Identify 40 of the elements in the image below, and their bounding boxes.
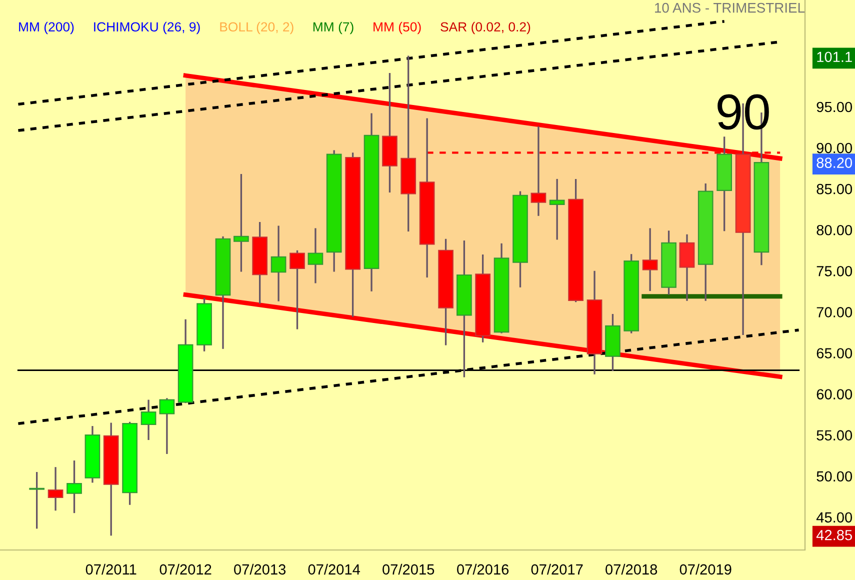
y-tick-label: 50.00	[816, 471, 852, 482]
y-tick-label: 65.00	[816, 348, 852, 358]
y-tick-label: 95.00	[816, 102, 852, 112]
x-tick-label: 07/2014	[308, 564, 360, 575]
y-tick-label: 85.00	[816, 184, 852, 194]
y-tick-label: 60.00	[816, 389, 852, 400]
chart-subtitle: 10 ANS - TRIMESTRIEL	[655, 2, 805, 13]
candlestick	[159, 398, 175, 454]
legend-label: MM (200)	[19, 22, 74, 34]
candlestick	[48, 467, 64, 511]
y-tick-label: 42.85	[816, 530, 852, 540]
candlestick	[549, 178, 565, 240]
x-tick-label: 07/2011	[86, 564, 136, 575]
x-tick-label: 07/2019	[680, 564, 732, 575]
candlestick	[234, 174, 249, 272]
y-tick-label: 55.00	[816, 430, 852, 440]
x-tick-label: 07/2013	[234, 564, 286, 575]
candlestick	[66, 460, 82, 514]
x-tick-label: 07/2012	[160, 564, 212, 575]
legend-label: BOLL (20, 2)	[220, 22, 294, 34]
candlestick	[308, 228, 324, 284]
x-tick-label: 07/2017	[531, 564, 583, 575]
candlestick	[270, 226, 286, 302]
y-tick-label: 88.20	[816, 158, 852, 168]
x-tick-label: 07/2016	[457, 564, 509, 575]
y-tick-label: 75.00	[816, 266, 852, 276]
x-tick-label: 07/2018	[606, 564, 658, 575]
y-tick-label: 90.00	[816, 142, 852, 154]
legend-label: MM (7)	[313, 22, 354, 34]
candlestick	[642, 228, 658, 292]
y-tick-label: 101.1	[817, 52, 852, 62]
y-tick-label: 45.00	[816, 512, 852, 523]
y-tick-label: 70.00	[816, 307, 852, 318]
legend-label: MM (50)	[374, 22, 421, 34]
legend-label: SAR (0.02, 0.2)	[440, 22, 530, 34]
y-tick-label: 80.00	[816, 224, 852, 236]
legend-label: ICHIMOKU (26, 9)	[94, 22, 200, 34]
x-tick-label: 07/2015	[382, 564, 434, 575]
candlestick	[29, 472, 45, 529]
candlestick	[140, 400, 156, 440]
